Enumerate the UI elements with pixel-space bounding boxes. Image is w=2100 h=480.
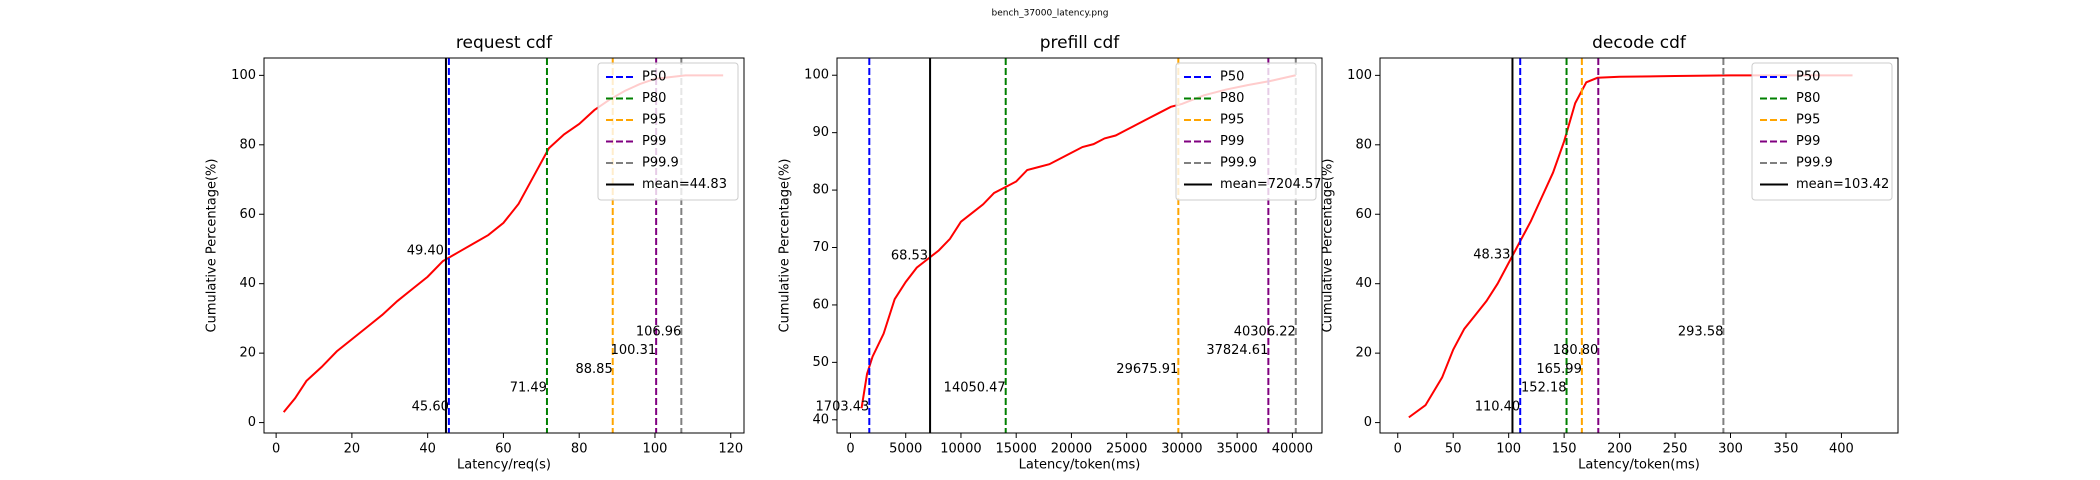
frame [263,57,745,434]
x-tick-label: 0 [272,442,280,457]
percentile-label: 14050.47 [944,381,1006,396]
x-tick-label: 250 [1663,442,1688,457]
x-tick-label: 400 [1829,442,1854,457]
chart-title: prefill cdf [1040,33,1121,53]
y-tick-label: 20 [239,346,256,361]
x-tick-label: 120 [718,442,743,457]
x-tick-label: 30000 [1161,442,1202,457]
figure-title: bench_37000_latency.png [991,9,1108,19]
x-tick-label: 350 [1774,442,1799,457]
percentile-label: 180.80 [1553,343,1599,358]
percentile-label: 165.99 [1536,362,1582,377]
x-tick-label: 15000 [996,442,1037,457]
mean-cdf-label: 48.33 [1473,247,1510,262]
x-tick-label: 10000 [940,442,981,457]
y-tick-label: 50 [812,355,829,370]
x-tick-label: 200 [1607,442,1632,457]
percentile-label: 29675.91 [1116,362,1178,377]
legend-label: P99 [642,134,666,149]
y-tick-label: 80 [239,137,256,152]
x-axis-label: Latency/token(ms) [1578,458,1700,473]
y-tick-label: 80 [1355,137,1372,152]
y-tick-label: 40 [812,412,829,427]
y-axis-label: Cumulative Percentage(%) [205,159,220,333]
percentile-label: 293.58 [1678,324,1724,339]
percentile-label: 37824.61 [1206,343,1268,358]
x-axis-label: Latency/req(s) [457,458,551,473]
x-tick-label: 5000 [889,442,922,457]
legend-label: P95 [1220,113,1244,128]
legend-label: P80 [1220,91,1244,106]
y-tick-label: 20 [1355,346,1372,361]
y-tick-label: 60 [239,207,256,222]
x-tick-label: 60 [495,442,512,457]
legend-label: P50 [1796,70,1820,85]
y-tick-label: 40 [239,276,256,291]
x-tick-label: 40 [419,442,436,457]
percentile-label: 71.49 [510,381,547,396]
y-tick-label: 90 [812,125,829,140]
legend-box [1175,62,1317,201]
x-tick-label: 40000 [1272,442,1313,457]
legend-box [1751,62,1893,201]
legend-label: mean=7204.57 [1220,177,1322,192]
legend-label: P99.9 [1796,156,1833,171]
legend-label: mean=103.42 [1796,177,1889,192]
x-tick-label: 100 [643,442,668,457]
percentile-label: 110.40 [1475,399,1521,414]
percentile-label: 100.31 [611,343,657,358]
y-tick-label: 100 [804,68,829,83]
y-tick-label: 0 [248,415,256,430]
mean-cdf-label: 49.40 [407,244,444,259]
legend-label: mean=44.83 [642,177,727,192]
legend-label: P50 [1220,70,1244,85]
x-tick-label: 100 [1496,442,1521,457]
frame [836,57,1323,434]
legend-label: P80 [1796,91,1820,106]
percentile-label: 106.96 [636,324,682,339]
x-tick-label: 25000 [1106,442,1147,457]
legend-label: P50 [642,70,666,85]
legend-box [597,62,739,201]
x-tick-label: 0 [1394,442,1402,457]
frame [1379,57,1899,434]
mean-cdf-label: 68.53 [891,248,928,263]
legend-label: P95 [642,113,666,128]
percentile-label: 1703.43 [816,399,870,414]
legend-label: P80 [642,91,666,106]
y-tick-label: 60 [1355,207,1372,222]
y-tick-label: 80 [812,183,829,198]
y-tick-label: 100 [1347,68,1372,83]
cdf-line [860,74,1296,409]
chart-title: decode cdf [1592,33,1687,53]
y-axis-label: Cumulative Percentage(%) [1321,159,1336,333]
x-tick-label: 50 [1445,442,1462,457]
percentile-label: 45.60 [412,399,449,414]
x-tick-label: 0 [846,442,854,457]
y-tick-label: 60 [812,297,829,312]
cdf-line [1408,74,1853,419]
x-tick-label: 35000 [1216,442,1257,457]
legend-label: P99 [1796,134,1820,149]
y-tick-label: 0 [1364,415,1372,430]
legend-label: P99 [1220,134,1244,149]
legend-label: P95 [1796,113,1820,128]
legend-label: P99.9 [642,156,679,171]
x-axis-label: Latency/token(ms) [1019,458,1141,473]
x-tick-label: 80 [571,442,588,457]
y-tick-label: 100 [231,68,256,83]
x-tick-label: 20000 [1051,442,1092,457]
percentile-label: 88.85 [576,362,613,377]
y-tick-label: 70 [812,240,829,255]
x-tick-label: 20 [344,442,361,457]
chart-title: request cdf [456,33,553,53]
percentile-label: 152.18 [1521,381,1567,396]
x-tick-label: 150 [1552,442,1577,457]
percentile-label: 40306.22 [1234,324,1296,339]
y-tick-label: 40 [1355,276,1372,291]
y-axis-label: Cumulative Percentage(%) [778,159,793,333]
x-tick-label: 300 [1718,442,1743,457]
legend-label: P99.9 [1220,156,1257,171]
